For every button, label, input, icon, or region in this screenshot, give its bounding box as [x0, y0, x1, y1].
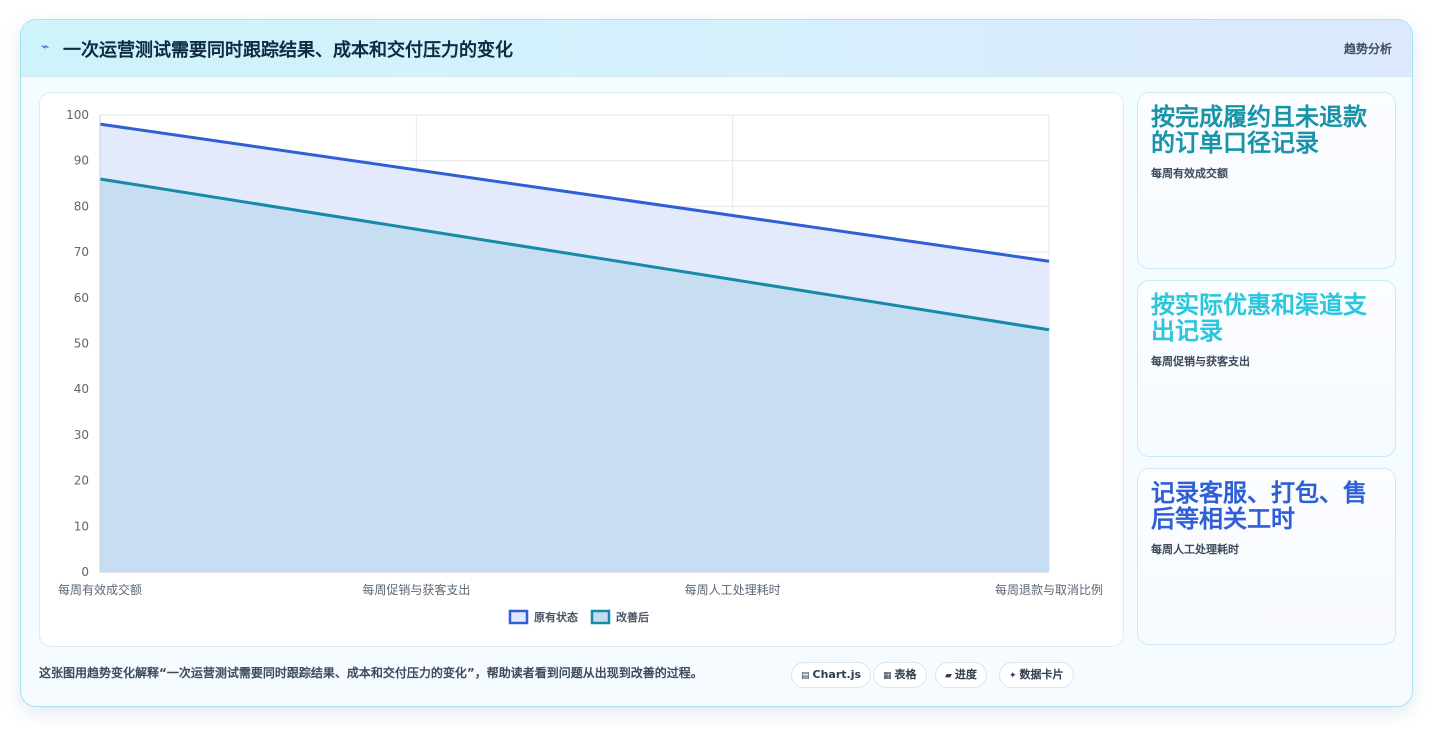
y-tick-label: 10: [74, 519, 89, 533]
header: ⌁ 一次运营测试需要同时跟踪结果、成本和交付压力的变化 趋势分析: [21, 20, 1412, 77]
table-icon: ▦: [883, 671, 892, 681]
info-card-subtitle: 每周人工处理耗时: [1151, 543, 1239, 556]
legend-swatch: [508, 609, 529, 625]
y-tick-label: 80: [74, 199, 89, 213]
footer-caption: 这张图用趋势变化解释“一次运营测试需要同时跟踪结果、成本和交付压力的变化”，帮助…: [39, 666, 703, 680]
legend-label: 原有状态: [534, 610, 578, 624]
legend-swatch: [590, 609, 611, 625]
chip-label: Chart.js: [812, 668, 862, 681]
info-card-title: 按完成履约且未退款的订单口径记录: [1151, 103, 1367, 157]
chip-label: 表格: [894, 668, 917, 681]
y-tick-label: 0: [81, 565, 89, 579]
line-series-2: [99, 177, 1050, 332]
info-card-subtitle: 每周有效成交额: [1151, 167, 1228, 180]
chart-icon: ▤: [801, 671, 810, 681]
y-tick-label: 20: [74, 474, 89, 488]
header-tag: 趋势分析: [1343, 42, 1392, 56]
chart-panel: 0 10 20 30 40 50 60 70 80 90 100 每周有效成交额 每周促销与获客支出 每周…: [39, 92, 1124, 647]
chip-chartjs[interactable]: ▤ Chart.js: [791, 662, 872, 688]
info-card-1: 按完成履约且未退款的订单口径记录 每周有效成交额: [1137, 92, 1396, 269]
x-tick-label: 每周有效成交额: [58, 582, 142, 597]
x-tick-label: 每周促销与获客支出: [362, 582, 470, 597]
line-series-1: [99, 122, 1050, 263]
chip-table[interactable]: ▦ 表格: [873, 662, 927, 688]
progress-icon: ▰: [945, 671, 952, 681]
chip-progress[interactable]: ▰ 进度: [935, 662, 987, 688]
y-tick-label: 70: [74, 245, 89, 259]
chip-datacard[interactable]: ✦ 数据卡片: [999, 662, 1074, 688]
x-tick-label: 每周退款与取消比例: [995, 582, 1103, 597]
chip-label: 数据卡片: [1019, 668, 1064, 681]
info-card-title: 记录客服、打包、售后等相关工时: [1151, 479, 1367, 533]
info-card-subtitle: 每周促销与获客支出: [1151, 355, 1250, 368]
y-tick-label: 30: [74, 428, 89, 442]
sparkle-icon: ✦: [1009, 671, 1017, 681]
line-chart: 0 10 20 30 40 50 60 70 80 90 100 每周有效成交额 每周促销与获客支出 每周…: [58, 108, 1103, 625]
lightning-icon: ⌁: [41, 39, 50, 55]
y-tick-label: 60: [74, 291, 89, 305]
info-card-2: 按实际优惠和渠道支出记录 每周促销与获客支出: [1137, 280, 1396, 457]
info-card-3: 记录客服、打包、售后等相关工时 每周人工处理耗时: [1137, 468, 1396, 645]
main-card: ⌁ 一次运营测试需要同时跟踪结果、成本和交付压力的变化 趋势分析 0 10 20 30…: [20, 19, 1413, 707]
y-tick-label: 100: [66, 108, 89, 122]
legend-label: 改善后: [616, 610, 649, 624]
page-title: 一次运营测试需要同时跟踪结果、成本和交付压力的变化: [63, 40, 513, 61]
y-tick-label: 50: [74, 337, 89, 351]
chip-label: 进度: [954, 668, 977, 681]
info-card-title: 按实际优惠和渠道支出记录: [1151, 291, 1367, 345]
y-tick-label: 90: [74, 154, 89, 168]
x-tick-label: 每周人工处理耗时: [685, 582, 781, 597]
area-series-2: [100, 178, 1049, 572]
y-tick-label: 40: [74, 382, 89, 396]
